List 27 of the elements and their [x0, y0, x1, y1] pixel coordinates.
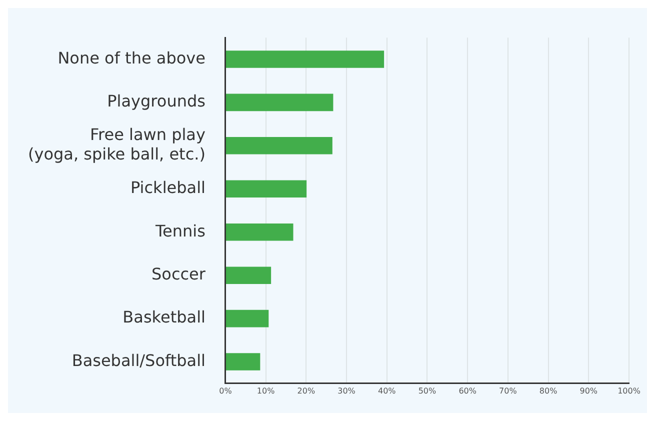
bar: [226, 223, 294, 241]
x-tick-label: 40%: [378, 386, 396, 396]
x-tick-label: 20%: [297, 386, 316, 396]
y-tick-label: Pickleball: [130, 178, 206, 198]
y-tick-label: Baseball/Softball: [72, 350, 206, 370]
y-tick-label: Basketball: [122, 308, 206, 327]
y-tick-label: Soccer: [151, 264, 206, 284]
y-tick-label: Tennis: [154, 221, 206, 240]
bar: [226, 266, 272, 284]
bar: [226, 180, 307, 198]
y-tick-label: Playgrounds: [107, 92, 206, 111]
bar: [226, 353, 260, 370]
x-tick-label: 70%: [499, 386, 518, 396]
x-tick-label: 100%: [618, 386, 641, 396]
bar: [226, 137, 332, 154]
x-tick-label: 10%: [256, 386, 276, 396]
y-tick-label: Free lawn play (yoga, spike ball, etc.): [28, 125, 206, 164]
y-tick-label: None of the above: [58, 48, 206, 68]
x-tick-label: 60%: [458, 386, 477, 396]
bar: [226, 94, 334, 112]
x-tick-label: 80%: [539, 386, 558, 396]
x-tick-label: 50%: [418, 386, 437, 396]
x-tick-label: 90%: [580, 386, 598, 396]
x-tick-label: 0%: [219, 386, 232, 396]
x-tick-label: 30%: [338, 386, 356, 396]
bar: [226, 310, 269, 328]
bar: [226, 50, 384, 68]
